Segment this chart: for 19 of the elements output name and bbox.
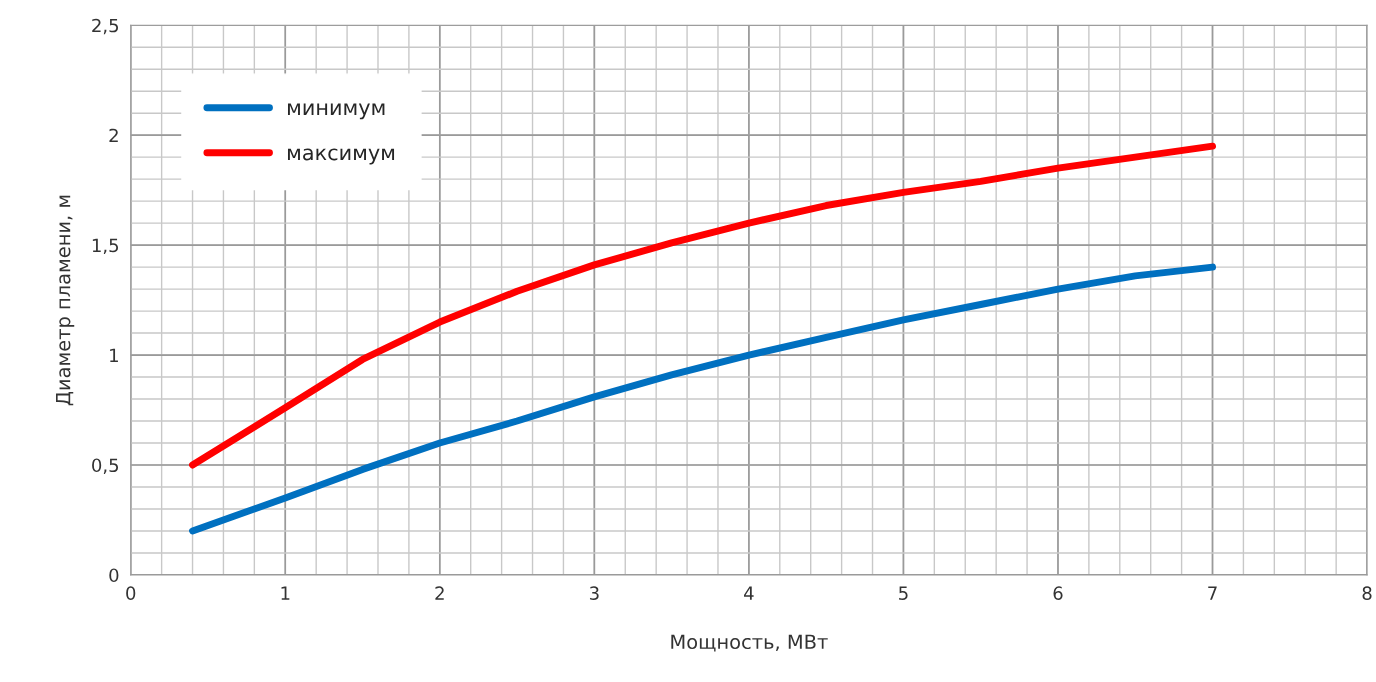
x-tick-label: 3 [589, 586, 599, 601]
y-tick-label: 2 [109, 128, 118, 143]
legend-label: максимум [287, 148, 395, 165]
x-tick-label: 0 [126, 586, 136, 601]
y-tick-label: 0 [109, 568, 119, 583]
x-tick-label: 7 [1208, 586, 1217, 600]
x-tick-label: 4 [744, 586, 754, 600]
x-axis-title: Мощность, МВт [671, 634, 828, 652]
y-tick-label: 1,5 [92, 238, 119, 255]
x-tick-label: 6 [1053, 586, 1063, 601]
y-tick-label: 0,5 [92, 458, 119, 474]
x-tick-label: 5 [899, 586, 908, 601]
legend-label: минимум [287, 103, 385, 120]
x-tick-label: 8 [1362, 586, 1372, 601]
x-tick-label: 1 [281, 586, 290, 600]
y-axis-title: Диаметр пламени, м [56, 195, 75, 406]
x-tick-label: 2 [435, 586, 444, 600]
y-tick-label: 1 [110, 348, 118, 362]
y-tick-label: 2,5 [92, 18, 119, 35]
